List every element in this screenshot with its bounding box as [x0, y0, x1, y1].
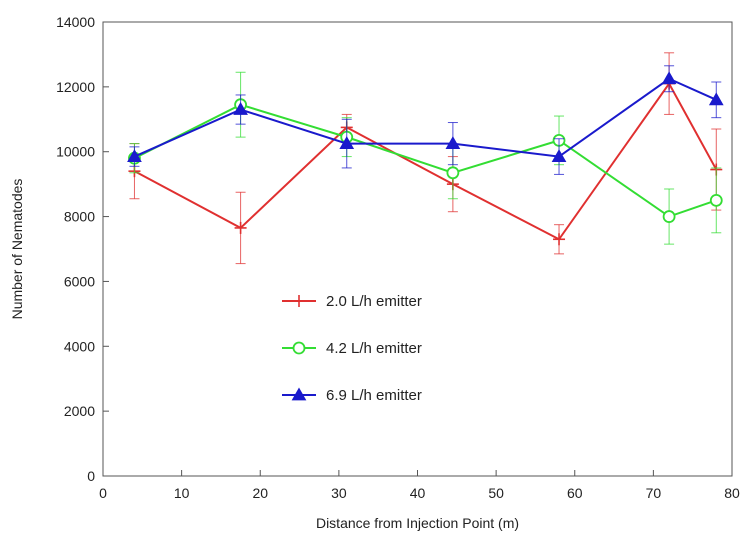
- series-1: [128, 52, 723, 265]
- legend-item: 2.0 L/h emitter: [282, 293, 422, 310]
- y-tick-label: 14000: [56, 14, 95, 30]
- x-tick-label: 40: [410, 485, 426, 501]
- legend-label: 4.2 L/h emitter: [326, 340, 422, 357]
- x-tick-label: 20: [252, 485, 268, 501]
- data-point-triangle: [291, 387, 307, 401]
- y-tick-label: 12000: [56, 79, 95, 95]
- legend-label: 2.0 L/h emitter: [326, 293, 422, 310]
- data-point-circle: [292, 341, 306, 355]
- legend-label: 6.9 L/h emitter: [326, 387, 422, 404]
- x-tick-label: 70: [646, 485, 662, 501]
- y-axis-title: Number of Nematodes: [9, 179, 25, 320]
- y-tick-label: 4000: [64, 338, 95, 354]
- series-line: [133, 103, 717, 218]
- x-tick-label: 60: [567, 485, 583, 501]
- series-layer: [127, 52, 724, 265]
- series-3: [127, 65, 724, 175]
- legend-item: 4.2 L/h emitter: [282, 340, 422, 357]
- x-tick-label: 80: [724, 485, 740, 501]
- data-point-circle: [709, 193, 723, 207]
- data-point-triangle: [708, 92, 724, 106]
- legend-item: 6.9 L/h emitter: [282, 387, 422, 404]
- data-point-triangle: [339, 136, 355, 149]
- x-axis-title: Distance from Injection Point (m): [316, 515, 519, 531]
- data-point-triangle: [661, 71, 677, 85]
- plot-frame: [102, 21, 733, 477]
- x-tick-label: 50: [488, 485, 504, 501]
- axes: 0 2000 4000 6000 8000 10000 12000 14000 0 10 20 30 4…: [56, 14, 740, 501]
- y-tick-label: 0: [87, 468, 95, 484]
- data-point-circle: [446, 166, 460, 180]
- data-point-circle: [662, 210, 676, 223]
- x-tick-label: 30: [331, 485, 347, 501]
- data-point-triangle: [233, 102, 248, 115]
- y-tick-label: 10000: [56, 144, 95, 160]
- series-line: [134, 77, 717, 158]
- y-tick-label: 8000: [64, 209, 95, 225]
- data-point-triangle: [127, 149, 142, 162]
- y-tick-label: 2000: [64, 403, 95, 419]
- series-2: [128, 71, 723, 245]
- data-point-triangle: [445, 136, 461, 149]
- data-point-triangle: [551, 149, 567, 162]
- y-tick-label: 6000: [64, 273, 95, 289]
- x-tick-label: 10: [174, 485, 190, 501]
- x-tick-label: 0: [99, 485, 107, 501]
- legend: 2.0 L/h emitter 4.2 L/h emitter 6.9 L/h em…: [282, 293, 422, 404]
